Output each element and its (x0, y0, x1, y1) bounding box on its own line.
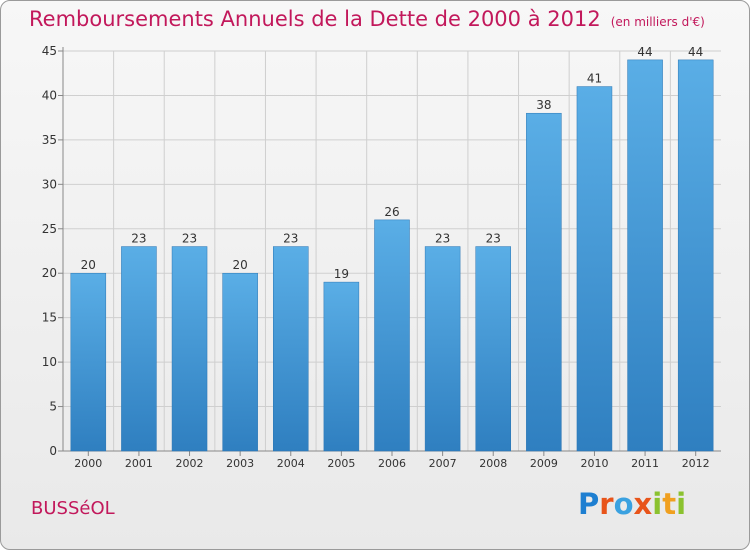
y-tick-label-20: 20 (42, 266, 57, 280)
title-text: Remboursements Annuels de la Dette de 20… (29, 7, 601, 31)
bar-2010 (576, 86, 613, 452)
x-tick-label-2001: 2001 (125, 457, 153, 470)
proxiti-logo: Proxiti (578, 487, 686, 521)
x-tick-label-2012: 2012 (682, 457, 710, 470)
value-label-2005: 19 (334, 267, 349, 281)
town-name: BUSSéOL (31, 498, 115, 519)
bar-2004 (273, 246, 309, 452)
y-tick-label-0: 0 (49, 444, 57, 458)
bars (70, 59, 714, 452)
logo-letter: r (599, 487, 614, 521)
x-tick-label-2009: 2009 (530, 457, 558, 470)
value-label-2007: 23 (435, 232, 450, 246)
value-label-2010: 41 (587, 72, 602, 86)
bar-2005 (323, 281, 360, 452)
x-tick-label-2003: 2003 (226, 457, 254, 470)
x-tick-label-2002: 2002 (176, 457, 204, 470)
labels: 0 5 10 15 20 25 30 35 40 45 20 2000 23 2001 23 2002 20 20… (42, 44, 710, 470)
logo-letter: o (613, 487, 634, 521)
bar-2011 (627, 59, 663, 452)
value-label-2002: 23 (182, 232, 197, 246)
x-tick-label-2011: 2011 (631, 457, 659, 470)
value-label-2004: 23 (283, 232, 298, 246)
chart-title: Remboursements Annuels de la Dette de 20… (29, 7, 705, 31)
bar-2002 (171, 246, 208, 452)
x-tick-label-2005: 2005 (327, 457, 355, 470)
y-tick-label-30: 30 (42, 177, 57, 191)
bar-2009 (526, 112, 562, 452)
y-tick-label-45: 45 (42, 44, 57, 58)
logo-letter: t (662, 487, 677, 521)
chart-subtitle: (en milliers d'€) (610, 15, 705, 29)
y-tick-label-15: 15 (42, 311, 57, 325)
y-tick-label-10: 10 (42, 355, 57, 369)
bar-2000 (70, 272, 107, 452)
bar-2012 (677, 59, 714, 452)
value-label-2003: 20 (233, 258, 248, 272)
logo-letter: i (652, 487, 663, 521)
x-tick-label-2004: 2004 (277, 457, 305, 470)
bar-2001 (121, 246, 157, 452)
bar-2008 (475, 246, 511, 452)
x-tick-label-2000: 2000 (74, 457, 102, 470)
bar-2007 (424, 246, 461, 452)
y-tick-label-40: 40 (42, 88, 57, 102)
x-tick-label-2006: 2006 (378, 457, 406, 470)
bar-2003 (222, 272, 258, 452)
x-tick-label-2007: 2007 (429, 457, 457, 470)
logo-letter: i (676, 487, 687, 521)
x-tick-label-2008: 2008 (479, 457, 507, 470)
y-tick-label-25: 25 (42, 222, 57, 236)
y-tick-label-35: 35 (42, 133, 57, 147)
value-label-2006: 26 (384, 205, 399, 219)
x-tick-label-2010: 2010 (580, 457, 608, 470)
value-label-2000: 20 (81, 258, 96, 272)
bar-2006 (374, 219, 410, 452)
value-label-2012: 44 (688, 45, 703, 59)
y-tick-label-5: 5 (49, 400, 57, 414)
logo-letter: x (633, 487, 653, 521)
value-label-2001: 23 (131, 232, 146, 246)
value-label-2008: 23 (486, 232, 501, 246)
value-label-2009: 38 (536, 98, 551, 112)
logo-letter: P (578, 487, 600, 521)
value-label-2011: 44 (637, 45, 652, 59)
